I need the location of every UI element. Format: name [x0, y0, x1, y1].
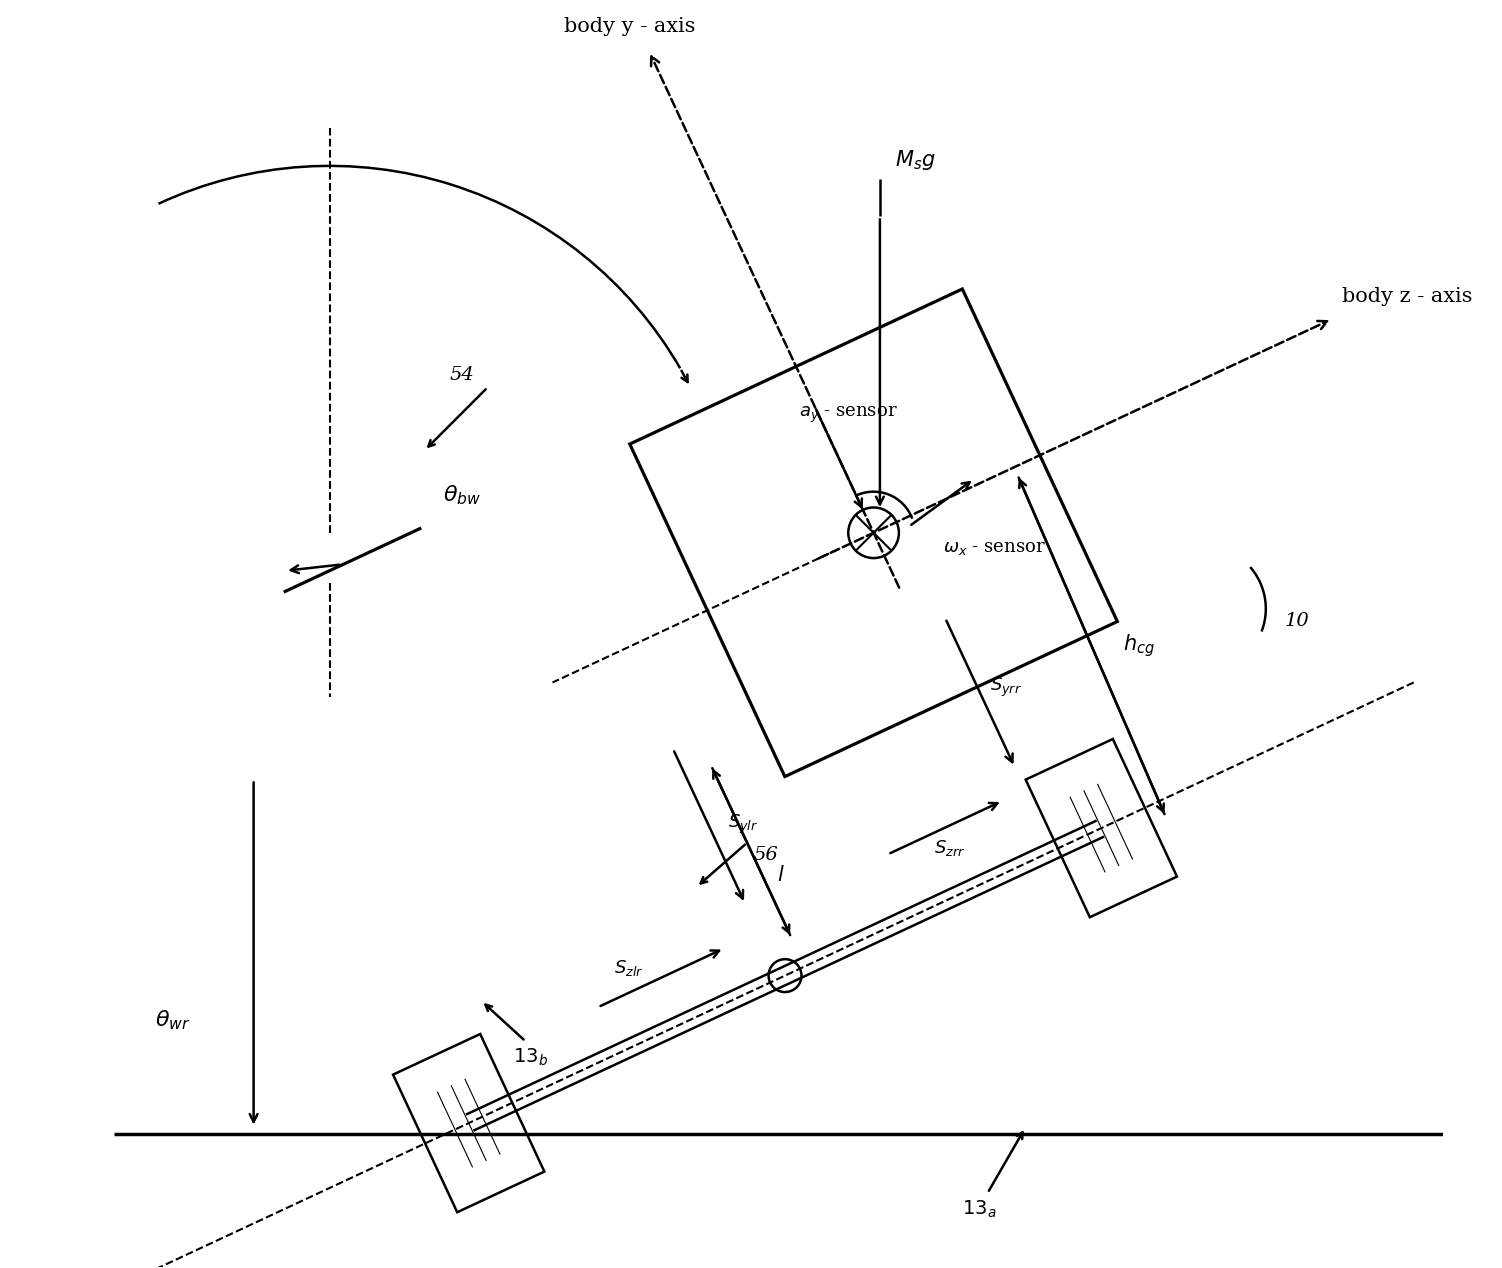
- Text: $S_{ylr}$: $S_{ylr}$: [728, 813, 759, 837]
- Text: $13_b$: $13_b$: [514, 1047, 548, 1069]
- Text: $\theta_{bw}$: $\theta_{bw}$: [443, 483, 482, 507]
- Text: $M_sg$: $M_sg$: [895, 147, 936, 171]
- Text: body z - axis: body z - axis: [1343, 288, 1473, 307]
- Text: $l$: $l$: [777, 865, 786, 885]
- Text: $h_{cg}$: $h_{cg}$: [1123, 633, 1155, 659]
- Text: $\omega_x$ - sensor: $\omega_x$ - sensor: [943, 539, 1045, 557]
- Text: body y - axis: body y - axis: [565, 16, 695, 36]
- Text: $S_{zlr}$: $S_{zlr}$: [614, 957, 643, 978]
- Text: $S_{zrr}$: $S_{zrr}$: [934, 838, 964, 858]
- Text: 56: 56: [754, 847, 778, 865]
- Text: 54: 54: [449, 365, 475, 384]
- Text: $S_{yrr}$: $S_{yrr}$: [990, 676, 1021, 699]
- Text: $13_a$: $13_a$: [963, 1200, 997, 1220]
- Text: 10: 10: [1284, 612, 1310, 630]
- Text: $\theta_{wr}$: $\theta_{wr}$: [155, 1008, 191, 1032]
- Text: $a_y$ - sensor: $a_y$ - sensor: [799, 404, 898, 425]
